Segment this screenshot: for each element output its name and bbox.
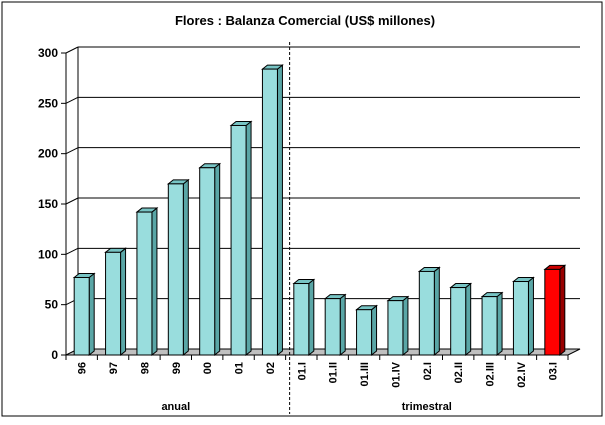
y-tick-label: 100 — [38, 247, 58, 261]
group-label: anual — [161, 401, 190, 413]
x-tick-label: 01.III — [359, 362, 371, 386]
bar — [449, 282, 473, 357]
bar — [386, 295, 410, 357]
y-tick-label: 150 — [38, 197, 58, 211]
x-tick-label: 00 — [202, 362, 214, 374]
y-tick-label: 250 — [38, 96, 58, 110]
bar-side — [245, 120, 252, 357]
bar-side — [402, 295, 409, 357]
bar — [104, 247, 127, 357]
bar-face — [73, 276, 90, 356]
bar-side — [151, 207, 158, 357]
bar-side — [120, 247, 127, 357]
bar-face — [199, 167, 216, 356]
bar-side — [371, 304, 378, 357]
x-tick-label: 01 — [234, 362, 246, 374]
gridline-depth — [65, 147, 79, 155]
bar — [355, 304, 378, 357]
bar-side — [214, 162, 221, 357]
bar-face — [230, 124, 247, 356]
bar-face — [105, 251, 122, 356]
gridline-depth — [65, 197, 79, 205]
x-tick-label: 02.III — [485, 362, 497, 386]
bar-side — [308, 278, 315, 357]
x-tick-label: 97 — [108, 362, 120, 374]
bar — [229, 120, 253, 357]
y-tick-label: 200 — [38, 147, 58, 161]
bar — [512, 276, 535, 357]
bar-side — [496, 291, 503, 357]
x-tick-label: 02 — [265, 362, 277, 374]
x-tick-label: 02.I — [422, 362, 434, 380]
bar-face — [293, 283, 310, 356]
y-tick-label: 50 — [45, 298, 59, 312]
bar — [417, 266, 441, 357]
bar — [261, 64, 284, 357]
gridline-depth — [65, 247, 79, 255]
x-tick-label: 98 — [139, 362, 151, 374]
x-tick-label: 99 — [171, 362, 183, 374]
bar-side — [465, 282, 472, 357]
gridline-depth — [65, 46, 79, 54]
bar-face — [512, 281, 529, 356]
bar — [543, 264, 567, 357]
bar-face — [387, 300, 404, 356]
bar — [72, 272, 96, 357]
bar — [292, 278, 316, 357]
bar — [198, 162, 222, 357]
x-tick-label: 02.II — [453, 362, 465, 383]
bar-face — [136, 211, 153, 356]
group-label: trimestral — [402, 401, 452, 413]
bar-side — [339, 293, 346, 357]
x-tick-label: 01.IV — [390, 361, 402, 387]
bar — [323, 293, 347, 357]
x-tick-label: 96 — [77, 362, 89, 374]
y-tick-label: 0 — [51, 348, 58, 362]
bar-face — [450, 287, 467, 356]
bar-side — [276, 64, 283, 357]
bar — [480, 291, 504, 357]
bar-face — [481, 296, 498, 356]
bar-side — [559, 264, 566, 357]
x-tick-label: 02.IV — [516, 361, 528, 387]
chart-title: Flores : Balanza Comercial (US$ millones… — [175, 13, 435, 28]
bar-side — [182, 178, 189, 357]
x-tick-label: 01.I — [296, 362, 308, 380]
bar-face — [167, 183, 184, 356]
bar-face — [356, 309, 373, 356]
bar-face — [544, 268, 561, 356]
bar — [166, 178, 190, 357]
bar-face — [261, 68, 278, 356]
bar — [135, 207, 159, 357]
bar-side — [433, 266, 440, 357]
bar-side — [88, 272, 95, 357]
x-tick-label: 01.II — [328, 362, 340, 383]
x-tick-label: 03.I — [547, 362, 559, 380]
bar-face — [418, 270, 435, 356]
bar-side — [527, 276, 534, 357]
bar-face — [324, 298, 341, 356]
y-tick-label: 300 — [38, 46, 58, 60]
gridline-depth — [65, 96, 79, 104]
